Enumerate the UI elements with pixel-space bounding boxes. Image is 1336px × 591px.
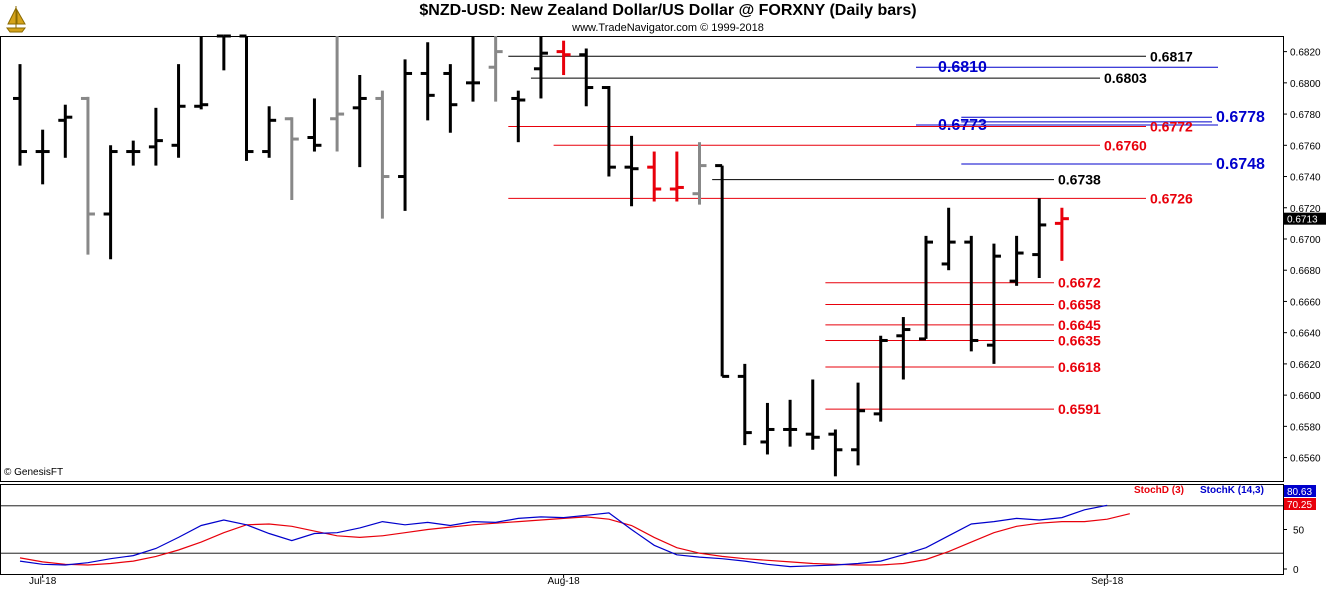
stoch-series-line: [19, 513, 1130, 566]
level-label: 0.6810: [938, 59, 987, 76]
level-label: 0.6645: [1058, 317, 1101, 333]
level-label: 0.6658: [1058, 297, 1101, 313]
stoch-value-label: 70.25: [1287, 500, 1312, 511]
copyright-text: © GenesisFT: [4, 467, 64, 478]
level-label: 0.6772: [1150, 119, 1193, 135]
price-tick-label: 0.6600: [1290, 391, 1321, 402]
level-label: 0.6803: [1104, 70, 1147, 86]
level-label: 0.6817: [1150, 48, 1193, 64]
level-label: 0.6591: [1058, 401, 1101, 417]
stoch-value-box: [1284, 498, 1316, 510]
level-label: 0.6760: [1104, 137, 1147, 153]
chart-title: $NZD-USD: New Zealand Dollar/US Dollar @…: [419, 2, 917, 19]
level-label: 0.6773: [938, 117, 987, 134]
price-tick-label: 0.6820: [1290, 48, 1321, 59]
level-label: 0.6778: [1216, 109, 1265, 126]
last-price-box: [1284, 212, 1326, 225]
stoch-value-box: [1284, 485, 1316, 497]
stoch-legend-entry: StochD (3): [1134, 485, 1184, 496]
price-tick-label: 0.6560: [1290, 454, 1321, 465]
level-label: 0.6726: [1150, 190, 1193, 206]
date-tick-label: Jul-18: [29, 576, 57, 587]
price-tick-label: 0.6760: [1290, 141, 1321, 152]
last-price-label: 0.6713: [1287, 215, 1318, 226]
price-tick-label: 0.6740: [1290, 173, 1321, 184]
stoch-series-line: [19, 504, 1108, 568]
level-label: 0.6635: [1058, 332, 1101, 348]
level-label: 0.6618: [1058, 359, 1101, 375]
stoch-tick-label: 0: [1293, 565, 1299, 576]
price-tick-label: 0.6580: [1290, 422, 1321, 433]
chart-subtitle: www.TradeNavigator.com © 1999-2018: [572, 22, 764, 34]
date-tick-label: Aug-18: [547, 576, 580, 587]
price-tick-label: 0.6720: [1290, 204, 1321, 215]
stoch-tick-label: 50: [1293, 526, 1305, 537]
stoch-value-label: 80.63: [1287, 487, 1312, 498]
price-tick-label: 0.6800: [1290, 79, 1321, 90]
price-tick-label: 0.6680: [1290, 266, 1321, 277]
sailboat-logo-icon: [4, 4, 28, 34]
price-tick-label: 0.6620: [1290, 360, 1321, 371]
price-tick-label: 0.6660: [1290, 297, 1321, 308]
price-tick-label: 0.6780: [1290, 110, 1321, 121]
price-plot-frame: [0, 36, 1284, 482]
level-label: 0.6748: [1216, 156, 1265, 173]
price-tick-label: 0.6700: [1290, 235, 1321, 246]
stoch-legend-entry: StochK (14,3): [1200, 485, 1264, 496]
date-tick-label: Sep-18: [1091, 576, 1124, 587]
level-label: 0.6672: [1058, 275, 1101, 291]
price-tick-label: 0.6640: [1290, 329, 1321, 340]
level-label: 0.6738: [1058, 172, 1101, 188]
